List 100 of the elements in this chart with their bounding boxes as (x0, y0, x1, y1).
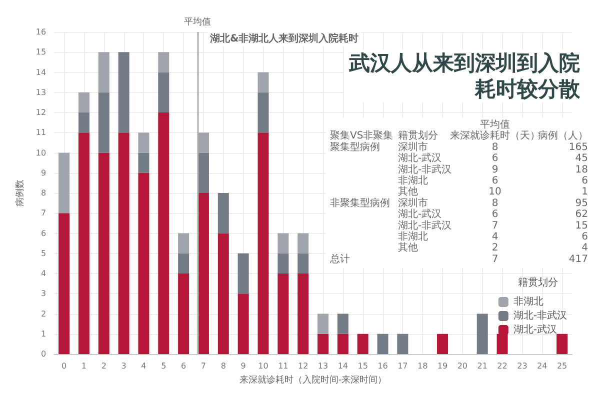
y-tick-label: 10 (36, 148, 46, 158)
x-tick-label: 5 (161, 362, 166, 370)
y-tick-label: 2 (40, 309, 46, 318)
bar (278, 233, 289, 254)
y-tick-label: 7 (40, 208, 46, 218)
chart-subtitle: 湖北&非湖北人来到深圳入院耗时 (209, 32, 359, 44)
bar (118, 132, 130, 354)
bar (298, 274, 309, 354)
bar (298, 253, 309, 274)
y-tick-label: 15 (36, 48, 46, 57)
bar (278, 274, 289, 354)
x-tick-label: 6 (181, 362, 186, 370)
bar (178, 233, 190, 254)
ref-line-label: 平均值 (184, 16, 212, 28)
bar (78, 112, 90, 133)
bar (318, 314, 328, 334)
bar (337, 334, 348, 354)
bar (437, 334, 448, 354)
x-tick-label: 12 (298, 362, 308, 370)
bar (337, 314, 348, 334)
bar (98, 52, 110, 92)
bar (218, 233, 229, 354)
y-tick-label: 8 (40, 188, 46, 198)
x-tick-label: 23 (517, 362, 528, 370)
text: 非湖北 4 6 (398, 232, 588, 242)
x-tick-label: 14 (338, 362, 348, 370)
x-tick-label: 9 (240, 362, 246, 370)
y-tick-label: 16 (36, 28, 46, 36)
x-axis-title: 来深就诊耗时（入院时间-来深时间） (239, 374, 387, 386)
x-tick-label: 21 (477, 362, 488, 370)
text: 其他 10 1 (398, 186, 588, 198)
bar (278, 253, 289, 274)
y-tick-label: 11 (36, 128, 46, 138)
text: 其他 2 4 (398, 242, 588, 254)
bar (178, 253, 190, 274)
bar (98, 152, 110, 354)
x-tick-label: 8 (220, 362, 226, 370)
bar (58, 152, 70, 214)
text: 湖北-武汉 6 45 (398, 153, 588, 164)
y-tick-label: 5 (40, 248, 46, 258)
bar (238, 253, 249, 294)
x-tick-label: 4 (141, 362, 146, 370)
bar (138, 172, 150, 354)
bar (476, 314, 488, 354)
y-tick-label: 13 (36, 88, 46, 97)
x-tick-label: 24 (537, 362, 548, 370)
x-tick-label: 17 (398, 362, 408, 370)
bar (238, 294, 249, 354)
bar (78, 92, 90, 112)
bar (318, 334, 328, 354)
bar (118, 52, 130, 133)
text: 武汉人从来到深圳到入院耗时较分散 (348, 51, 581, 101)
x-tick-label: 18 (418, 362, 428, 370)
bar (138, 132, 150, 153)
y-tick-label: 9 (40, 168, 46, 178)
y-tick-label: 14 (36, 68, 46, 77)
x-tick-label: 16 (378, 362, 388, 370)
y-tick-label: 3 (40, 289, 46, 298)
bar (138, 152, 150, 173)
text: 总计 7 417 (330, 254, 588, 265)
bar (178, 274, 190, 354)
bar (78, 132, 90, 354)
bar (298, 233, 309, 254)
bar (258, 132, 269, 354)
x-tick-label: 3 (121, 362, 126, 370)
y-tick-label: 0 (40, 350, 46, 358)
annotation: 平均值 (480, 118, 510, 130)
legend-label: 湖北-武汉 (513, 324, 557, 336)
x-tick-label: 1 (81, 362, 87, 370)
bar (377, 334, 388, 354)
y-axis-title: 病例数 (14, 180, 26, 206)
x-tick-label: 20 (457, 362, 468, 370)
x-tick-label: 19 (437, 362, 448, 370)
legend-label: 非湖北 (513, 296, 544, 308)
bar (158, 52, 170, 72)
bar (397, 334, 408, 354)
bar (218, 193, 229, 234)
y-tick-label: 6 (40, 228, 46, 238)
x-tick-label: 13 (318, 362, 328, 370)
text: 聚集VS非聚集 籍贯划分 来深就诊耗时（天）病例（人） (330, 130, 588, 142)
bar (258, 92, 269, 133)
bar (556, 334, 568, 354)
text: 非湖北 6 6 (398, 176, 588, 186)
text: 湖北-非武汉 9 18 (398, 164, 588, 176)
x-tick-label: 10 (258, 362, 268, 370)
text: 非聚集型病例 深圳市 8 95 (330, 198, 588, 209)
x-tick-label: 2 (101, 362, 106, 370)
legend-label: 湖北-非武汉 (513, 310, 567, 322)
text: 聚集型病例 深圳市 8 165 (330, 142, 588, 153)
x-tick-label: 0 (61, 362, 67, 370)
y-tick-label: 12 (36, 108, 46, 117)
bar (357, 334, 368, 354)
x-tick-label: 11 (278, 362, 288, 370)
bar (158, 112, 170, 354)
x-tick-label: 15 (358, 362, 368, 370)
bar (198, 193, 209, 354)
y-tick-label: 4 (40, 269, 46, 278)
x-tick-label: 7 (200, 362, 206, 370)
x-tick-label: 22 (497, 362, 508, 370)
bar (58, 213, 70, 354)
